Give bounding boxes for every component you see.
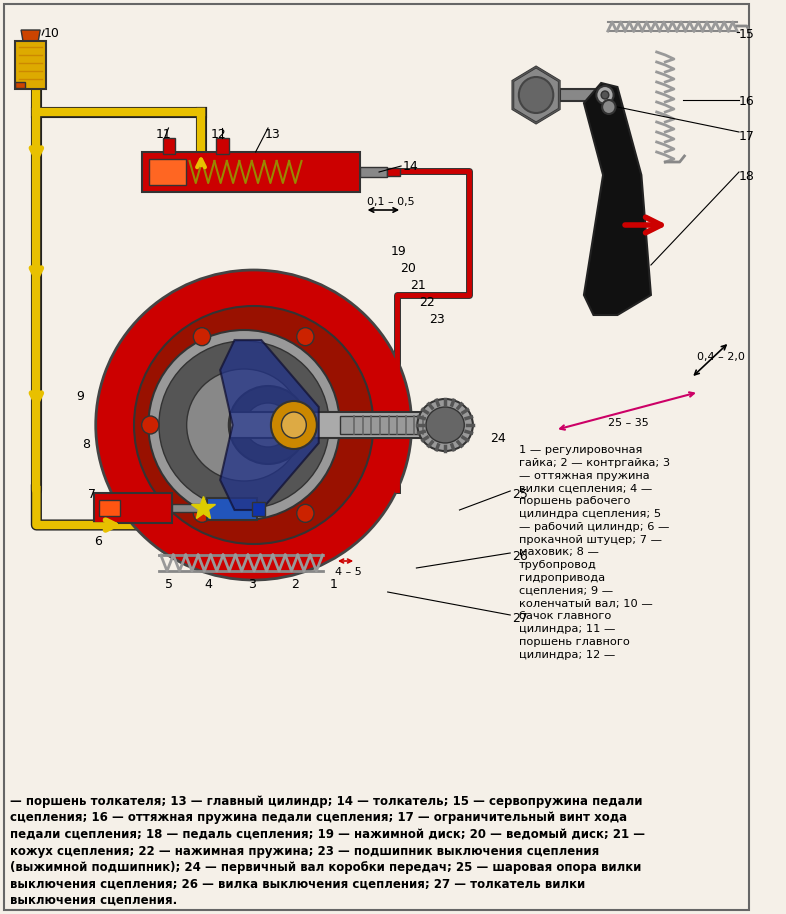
Text: 13: 13 bbox=[265, 128, 281, 141]
Text: (выжимной подшипник); 24 — первичный вал коробки передач; 25 — шаровая опора вил: (выжимной подшипник); 24 — первичный вал… bbox=[9, 861, 641, 874]
Circle shape bbox=[597, 86, 614, 104]
Text: 6: 6 bbox=[94, 535, 101, 548]
Text: 5: 5 bbox=[165, 578, 174, 591]
Bar bbox=[141, 152, 360, 192]
Polygon shape bbox=[220, 340, 319, 510]
Text: 1: 1 bbox=[329, 578, 337, 591]
Bar bbox=[207, 498, 256, 520]
Circle shape bbox=[602, 100, 615, 114]
Bar bbox=[15, 41, 46, 89]
Polygon shape bbox=[21, 30, 40, 41]
Polygon shape bbox=[584, 83, 651, 315]
Bar bbox=[230, 412, 450, 438]
Bar bbox=[94, 493, 172, 523]
Text: 21: 21 bbox=[410, 279, 425, 292]
Text: выключения сцепления; 26 — вилка выключения сцепления; 27 — толкатель вилки: выключения сцепления; 26 — вилка выключе… bbox=[9, 877, 585, 890]
Text: 0,1 – 0,5: 0,1 – 0,5 bbox=[366, 197, 414, 207]
Text: 10: 10 bbox=[44, 27, 60, 40]
Text: 11: 11 bbox=[156, 128, 172, 141]
Text: 1 — регулировочная
гайка; 2 — контргайка; 3
— оттяжная пружина
вилки сцепления; : 1 — регулировочная гайка; 2 — контргайка… bbox=[519, 445, 670, 660]
Text: 26: 26 bbox=[512, 550, 528, 563]
Bar bbox=[149, 159, 185, 185]
Text: 12: 12 bbox=[211, 128, 226, 141]
Text: 23: 23 bbox=[429, 313, 445, 326]
Ellipse shape bbox=[245, 403, 291, 447]
Bar bbox=[387, 168, 400, 176]
Text: 20: 20 bbox=[400, 262, 416, 275]
Text: 4 – 5: 4 – 5 bbox=[335, 567, 362, 577]
Circle shape bbox=[297, 327, 314, 345]
Bar bbox=[15, 82, 25, 88]
Text: 18: 18 bbox=[739, 170, 755, 183]
Circle shape bbox=[193, 505, 211, 522]
Text: 9: 9 bbox=[76, 390, 84, 403]
Text: 3: 3 bbox=[248, 578, 255, 591]
Circle shape bbox=[348, 416, 365, 434]
Circle shape bbox=[271, 401, 317, 449]
Circle shape bbox=[141, 416, 159, 434]
Ellipse shape bbox=[149, 330, 340, 520]
Text: выключения сцепления.: выключения сцепления. bbox=[9, 894, 177, 907]
Text: педали сцепления; 18 — педаль сцепления; 19 — нажимной диск; 20 — ведомый диск; : педали сцепления; 18 — педаль сцепления;… bbox=[9, 828, 645, 841]
Text: 8: 8 bbox=[83, 438, 90, 451]
Text: 2: 2 bbox=[291, 578, 299, 591]
Ellipse shape bbox=[134, 306, 373, 544]
Bar bbox=[98, 500, 119, 516]
Text: 7: 7 bbox=[88, 488, 96, 501]
Text: 16: 16 bbox=[739, 95, 755, 108]
Ellipse shape bbox=[159, 341, 329, 509]
Ellipse shape bbox=[417, 399, 473, 451]
Text: 25 – 35: 25 – 35 bbox=[608, 418, 648, 428]
Bar bbox=[360, 167, 387, 177]
Bar bbox=[560, 89, 603, 101]
Text: — поршень толкателя; 13 — главный цилиндр; 14 — толкатель; 15 — сервопружина пед: — поршень толкателя; 13 — главный цилинд… bbox=[9, 795, 642, 808]
Circle shape bbox=[297, 505, 314, 522]
Circle shape bbox=[281, 412, 307, 438]
Text: 22: 22 bbox=[419, 296, 435, 309]
Text: 25: 25 bbox=[512, 488, 528, 501]
Bar bbox=[163, 138, 175, 154]
Bar bbox=[172, 504, 199, 512]
Text: 14: 14 bbox=[403, 160, 419, 173]
Circle shape bbox=[519, 77, 553, 113]
Ellipse shape bbox=[186, 369, 302, 481]
Text: 4: 4 bbox=[204, 578, 213, 591]
Text: сцепления; 16 — оттяжная пружина педали сцепления; 17 — ограничительный винт ход: сцепления; 16 — оттяжная пружина педали … bbox=[9, 812, 626, 824]
Ellipse shape bbox=[426, 407, 465, 443]
Polygon shape bbox=[512, 67, 560, 123]
Text: 24: 24 bbox=[490, 432, 506, 445]
Circle shape bbox=[601, 91, 609, 99]
Text: 17: 17 bbox=[739, 130, 755, 143]
Text: 27: 27 bbox=[512, 612, 528, 625]
Text: кожух сцепления; 22 — нажимная пружина; 23 — подшипник выключения сцепления: кожух сцепления; 22 — нажимная пружина; … bbox=[9, 845, 599, 857]
Circle shape bbox=[193, 327, 211, 345]
Text: 15: 15 bbox=[739, 28, 755, 41]
Ellipse shape bbox=[229, 386, 307, 464]
Bar bbox=[216, 138, 229, 154]
Text: 0,4 – 2,0: 0,4 – 2,0 bbox=[697, 352, 745, 362]
Bar bbox=[252, 502, 265, 516]
Ellipse shape bbox=[96, 270, 412, 580]
Bar bbox=[340, 416, 445, 434]
Text: 19: 19 bbox=[391, 245, 406, 258]
